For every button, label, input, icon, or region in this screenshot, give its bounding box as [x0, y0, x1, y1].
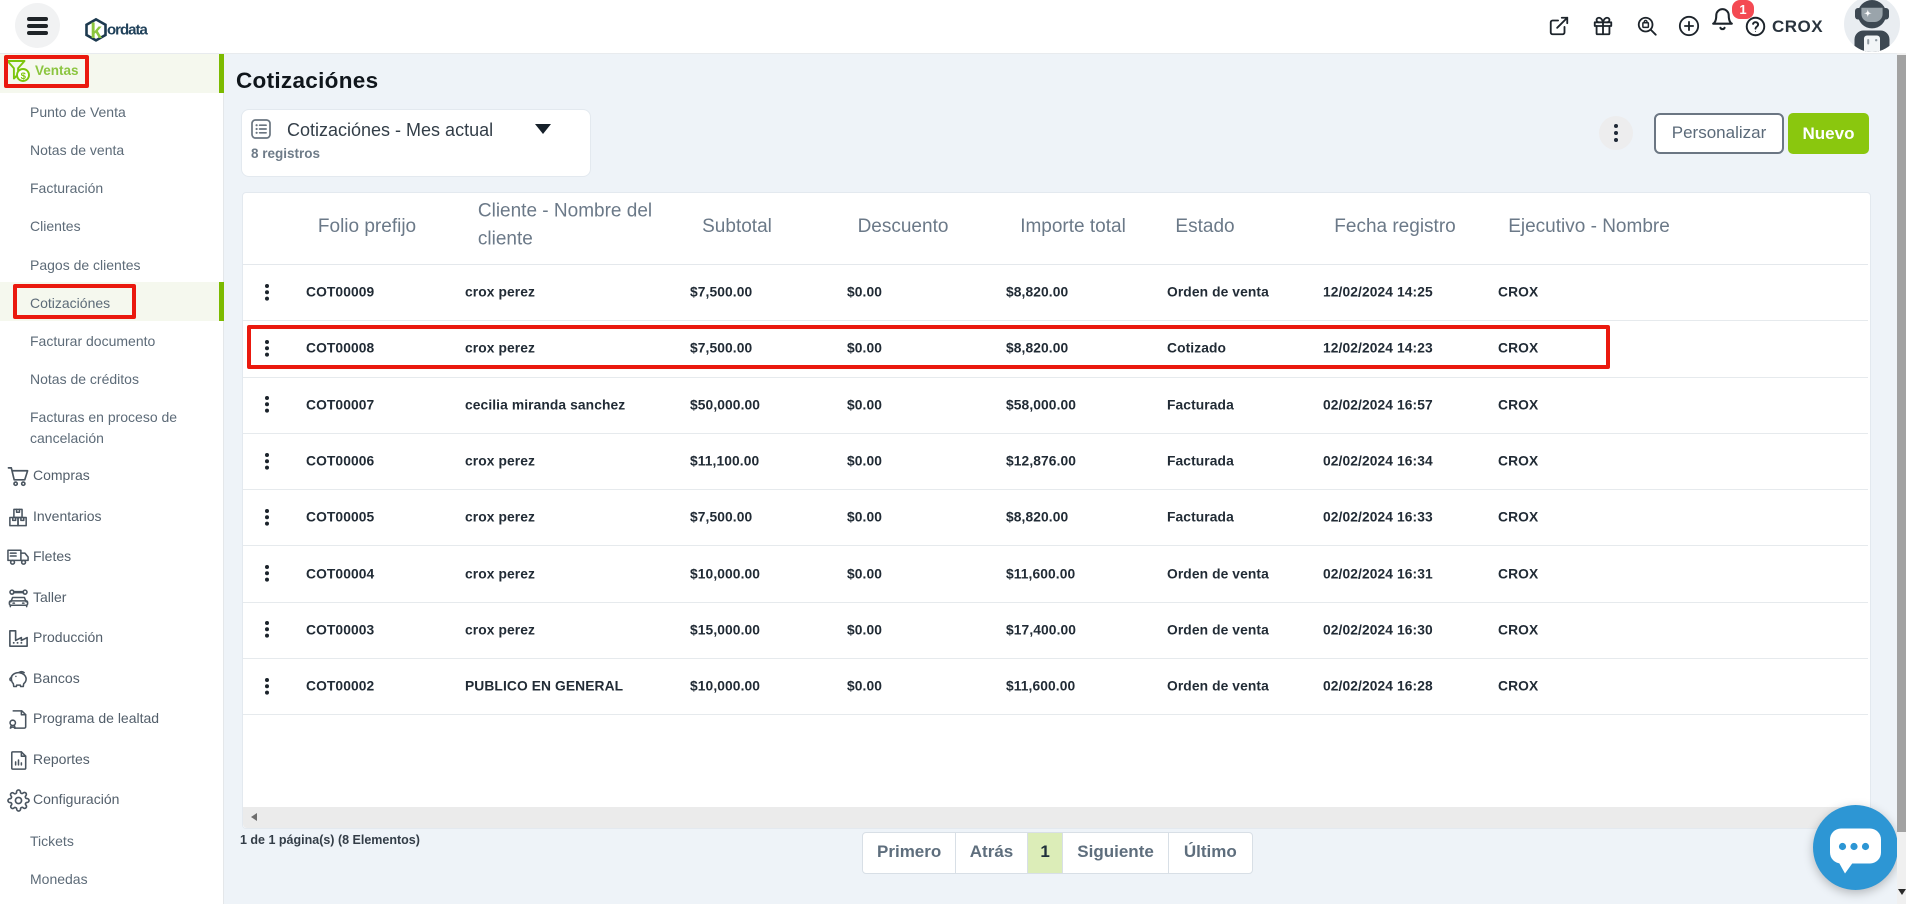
svg-text:$: $	[21, 71, 27, 82]
svg-text:k: k	[90, 20, 102, 43]
svg-text:ordata: ordata	[107, 22, 149, 39]
